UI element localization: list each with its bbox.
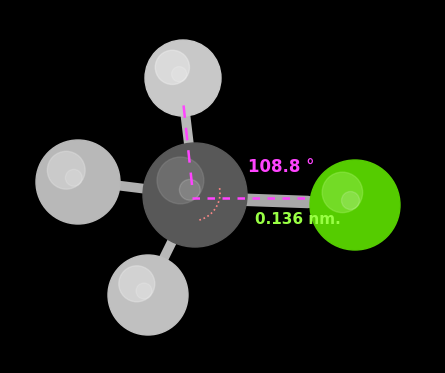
Circle shape [155, 50, 190, 84]
Circle shape [341, 191, 360, 210]
Circle shape [322, 172, 363, 213]
Circle shape [65, 169, 82, 186]
Circle shape [143, 143, 247, 247]
Circle shape [108, 255, 188, 335]
Circle shape [47, 151, 85, 189]
Circle shape [157, 157, 204, 204]
Circle shape [310, 160, 400, 250]
Circle shape [119, 266, 155, 302]
Text: 108.8 °: 108.8 ° [248, 158, 315, 176]
Circle shape [36, 140, 120, 224]
Circle shape [145, 40, 221, 116]
Text: 0.136 nm.: 0.136 nm. [255, 212, 341, 227]
Circle shape [136, 283, 152, 299]
Circle shape [172, 67, 187, 82]
Circle shape [179, 179, 200, 200]
